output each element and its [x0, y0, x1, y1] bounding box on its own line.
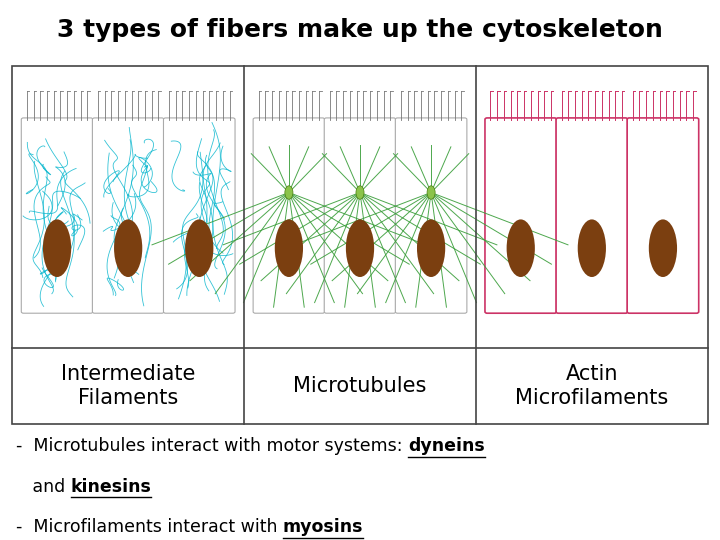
Ellipse shape: [114, 219, 143, 277]
Text: 3 types of fibers make up the cytoskeleton: 3 types of fibers make up the cytoskelet…: [57, 18, 663, 42]
Text: -  Microfilaments interact with: - Microfilaments interact with: [16, 518, 283, 536]
FancyBboxPatch shape: [22, 118, 93, 313]
Ellipse shape: [185, 219, 213, 277]
Text: myosins: myosins: [283, 518, 364, 536]
Ellipse shape: [43, 219, 71, 277]
FancyBboxPatch shape: [253, 118, 325, 313]
Text: Actin
Microfilaments: Actin Microfilaments: [516, 364, 668, 408]
Ellipse shape: [356, 186, 364, 199]
FancyBboxPatch shape: [485, 118, 557, 313]
FancyBboxPatch shape: [163, 118, 235, 313]
Ellipse shape: [346, 219, 374, 277]
Text: and: and: [16, 478, 71, 496]
Text: Microtubules: Microtubules: [293, 376, 427, 396]
Ellipse shape: [577, 219, 606, 277]
Ellipse shape: [507, 219, 535, 277]
Text: -  Microtubules interact with motor systems:: - Microtubules interact with motor syste…: [16, 437, 408, 455]
Ellipse shape: [417, 219, 445, 277]
FancyBboxPatch shape: [556, 118, 628, 313]
Ellipse shape: [285, 186, 293, 199]
FancyBboxPatch shape: [92, 118, 164, 313]
Ellipse shape: [427, 186, 435, 199]
Bar: [12, 66, 708, 424]
Text: dyneins: dyneins: [408, 437, 485, 455]
Text: kinesins: kinesins: [71, 478, 151, 496]
Ellipse shape: [649, 219, 677, 277]
FancyBboxPatch shape: [324, 118, 396, 313]
Ellipse shape: [275, 219, 303, 277]
FancyBboxPatch shape: [395, 118, 467, 313]
Text: Intermediate
Filaments: Intermediate Filaments: [61, 364, 195, 408]
FancyBboxPatch shape: [627, 118, 698, 313]
